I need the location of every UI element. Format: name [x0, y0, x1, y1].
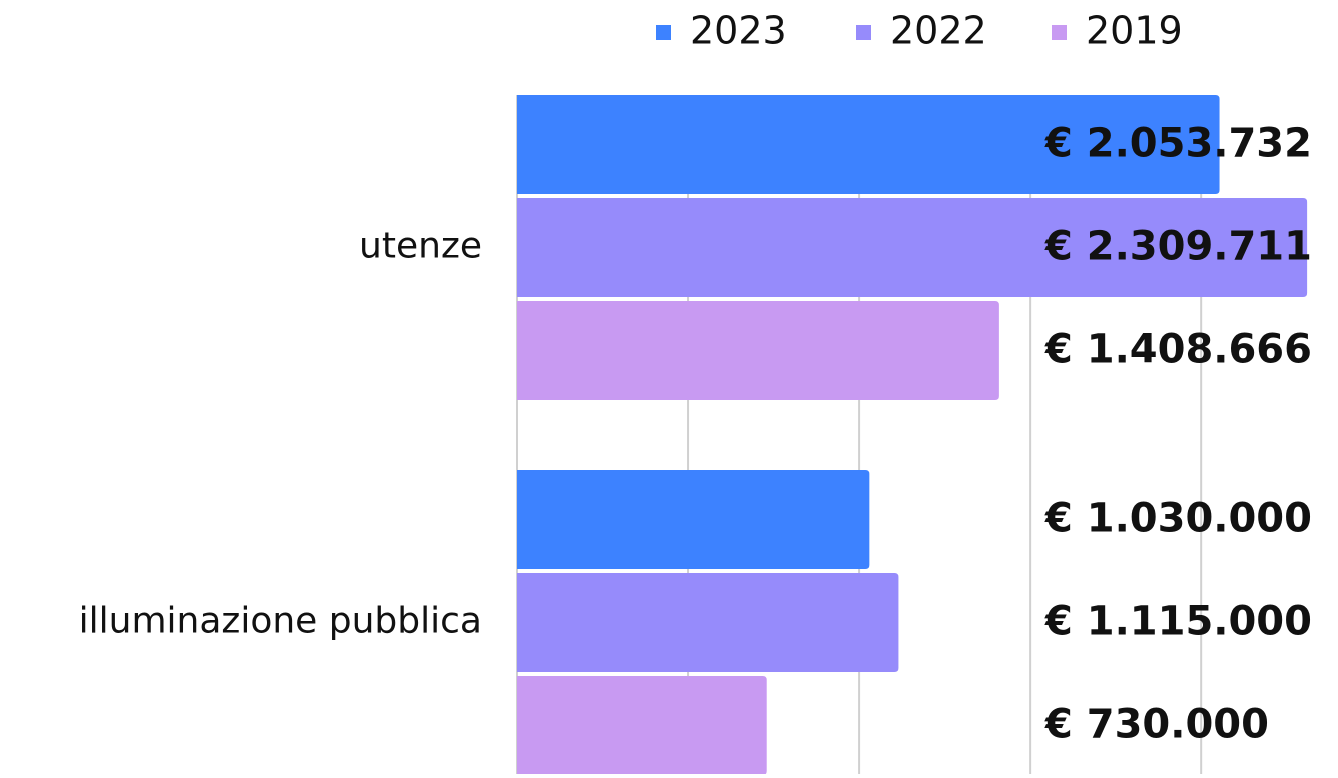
value-label: € 1.030.000 — [1044, 496, 1312, 542]
category-label: utenze — [359, 226, 482, 267]
category-label: illuminazione pubblica — [79, 601, 482, 642]
bar — [517, 198, 1308, 297]
value-label: € 730.000 — [1044, 702, 1269, 748]
legend-label: 2019 — [1086, 9, 1183, 53]
legend-label: 2023 — [690, 9, 787, 53]
value-label: € 2.309.711 — [1044, 224, 1312, 270]
bar — [517, 573, 899, 672]
legend-swatch — [1052, 25, 1067, 40]
value-label: € 2.053.732 — [1044, 121, 1312, 167]
bar — [517, 470, 870, 569]
legend-label: 2022 — [890, 9, 987, 53]
bar — [517, 301, 999, 400]
legend-swatch — [856, 25, 871, 40]
bar — [517, 95, 1220, 194]
legend-swatch — [656, 25, 671, 40]
value-label: € 1.115.000 — [1044, 599, 1312, 645]
value-label: € 1.408.666 — [1044, 327, 1312, 373]
bar — [517, 676, 767, 775]
